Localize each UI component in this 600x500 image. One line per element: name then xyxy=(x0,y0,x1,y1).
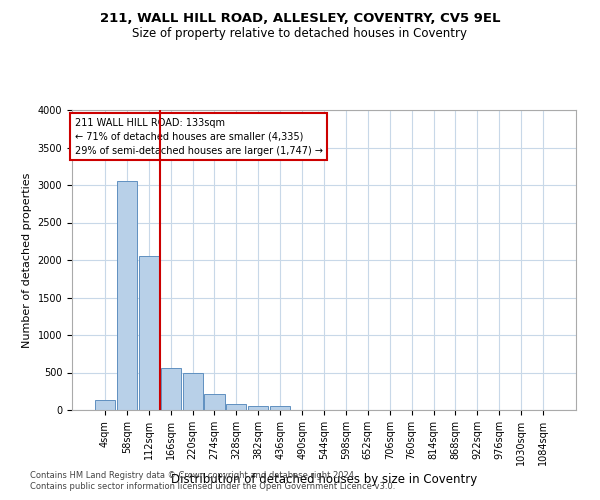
Text: Size of property relative to detached houses in Coventry: Size of property relative to detached ho… xyxy=(133,28,467,40)
Text: Contains public sector information licensed under the Open Government Licence v3: Contains public sector information licen… xyxy=(30,482,395,491)
Bar xyxy=(248,406,268,410)
Bar xyxy=(139,256,159,410)
Bar xyxy=(182,372,203,410)
Bar xyxy=(95,400,115,410)
Bar xyxy=(205,394,224,410)
Text: Contains HM Land Registry data © Crown copyright and database right 2024.: Contains HM Land Registry data © Crown c… xyxy=(30,471,356,480)
Text: 211, WALL HILL ROAD, ALLESLEY, COVENTRY, CV5 9EL: 211, WALL HILL ROAD, ALLESLEY, COVENTRY,… xyxy=(100,12,500,26)
Bar xyxy=(270,406,290,410)
Bar xyxy=(226,404,247,410)
Text: 211 WALL HILL ROAD: 133sqm
← 71% of detached houses are smaller (4,335)
29% of s: 211 WALL HILL ROAD: 133sqm ← 71% of deta… xyxy=(74,118,323,156)
Y-axis label: Number of detached properties: Number of detached properties xyxy=(22,172,32,348)
Bar xyxy=(117,180,137,410)
Bar xyxy=(161,368,181,410)
X-axis label: Distribution of detached houses by size in Coventry: Distribution of detached houses by size … xyxy=(171,474,477,486)
